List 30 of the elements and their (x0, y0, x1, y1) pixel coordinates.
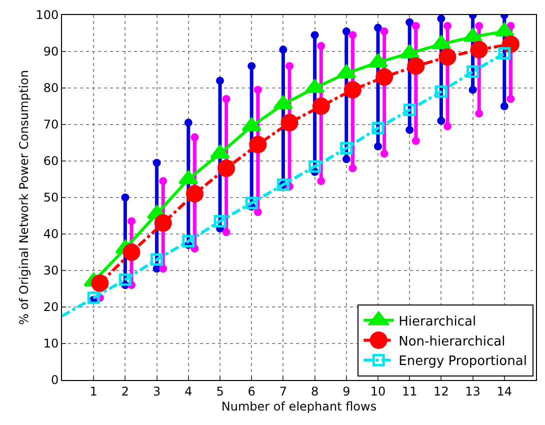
y-axis-title: % of Original Network Power Consumption (16, 70, 31, 325)
y-tick-label: 80 (43, 81, 59, 96)
legend-label: Hierarchical (398, 314, 476, 330)
y-tick-label: 50 (43, 190, 59, 205)
y-tick-label: 40 (43, 227, 59, 242)
x-tick-label: 14 (496, 384, 512, 398)
x-axis-title: Number of elephant flows (221, 399, 377, 414)
legend-label: Energy Proportional (398, 354, 527, 370)
x-tick-label: 5 (216, 384, 224, 398)
y-tick-label: 70 (43, 118, 59, 132)
y-tick-label: 0 (50, 373, 59, 388)
x-tick-label: 9 (342, 384, 350, 398)
x-tick-label: 4 (184, 384, 192, 398)
y-tick-label: 30 (43, 264, 59, 278)
y-tick-label: 90 (43, 44, 59, 59)
legend-label: Non-hierarchical (398, 334, 506, 350)
y-tick-label: 60 (43, 154, 59, 168)
y-tick-label: 20 (43, 300, 59, 314)
y-tick-label: 100 (36, 8, 59, 22)
x-tick-label: 7 (279, 384, 288, 398)
x-tick-label: 6 (248, 384, 256, 398)
x-tick-label: 8 (310, 384, 319, 398)
x-tick-label: 1 (90, 384, 98, 398)
x-tick-label: 11 (402, 384, 418, 398)
x-tick-label: 10 (370, 384, 386, 398)
x-tick-label: 3 (152, 384, 161, 398)
x-tick-label: 12 (434, 384, 449, 398)
x-tick-label: 2 (121, 384, 130, 398)
y-tick-label: 10 (43, 336, 59, 351)
x-tick-label: 13 (465, 384, 480, 398)
